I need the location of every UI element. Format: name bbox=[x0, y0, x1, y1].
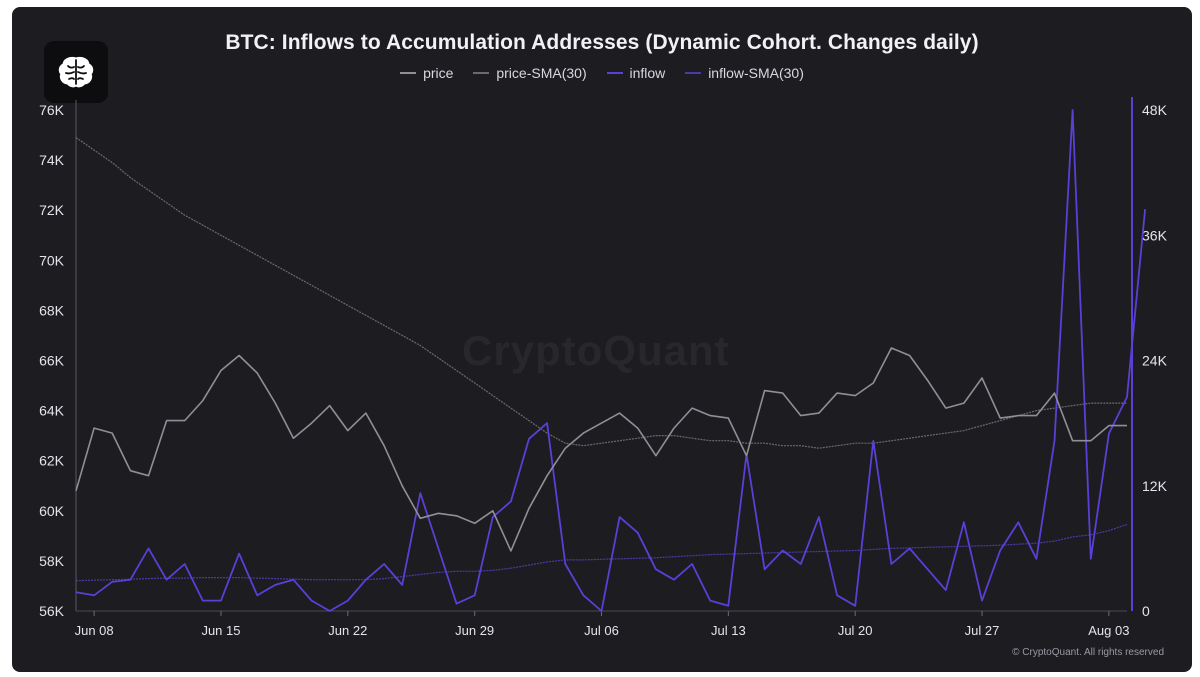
chart-legend: price price-SMA(30) inflow inflow-SMA(30… bbox=[12, 65, 1192, 81]
series-line-inflow-sma-30 bbox=[75, 523, 1128, 582]
legend-label: price-SMA(30) bbox=[496, 65, 587, 81]
series-line-price-sma-30 bbox=[75, 137, 1127, 449]
legend-item-inflow-sma[interactable]: inflow-SMA(30) bbox=[685, 65, 804, 81]
brain-logo-icon bbox=[44, 41, 108, 103]
y-left-tick-label: 72K bbox=[39, 202, 65, 218]
chart-card: BTC: Inflows to Accumulation Addresses (… bbox=[12, 7, 1192, 672]
legend-label: inflow bbox=[629, 65, 666, 81]
copyright-text: © CryptoQuant. All rights reserved bbox=[1012, 647, 1164, 658]
x-tick-label: Jun 08 bbox=[75, 623, 114, 638]
chart-plot[interactable]: 56K 58K 60K 62K 64K 66K 68K 70K 72K 74K 76K 0 12K 24K… bbox=[12, 7, 1192, 672]
x-tick-label: Jun 22 bbox=[328, 623, 367, 638]
x-tick-label: Jul 20 bbox=[838, 623, 873, 638]
x-tick-label: Jun 29 bbox=[455, 623, 494, 638]
y-right-tick-label: 36K bbox=[1142, 227, 1168, 243]
legend-item-inflow[interactable]: inflow bbox=[606, 65, 666, 81]
y-left-tick-label: 64K bbox=[39, 403, 65, 419]
y-left-tick-label: 76K bbox=[39, 102, 65, 118]
y-left-tick-label: 56K bbox=[39, 603, 65, 619]
chart-title: BTC: Inflows to Accumulation Addresses (… bbox=[225, 31, 979, 54]
watermark: CryptoQuant bbox=[462, 327, 730, 374]
y-left-tick-label: 62K bbox=[39, 453, 65, 469]
series-line-inflow bbox=[75, 109, 1146, 612]
x-tick-label: Jul 13 bbox=[711, 623, 746, 638]
legend-swatch-inflow bbox=[606, 72, 623, 75]
x-tick-label: Jul 06 bbox=[584, 623, 619, 638]
x-tick-label: Jul 27 bbox=[965, 623, 1000, 638]
brain-icon bbox=[58, 56, 94, 88]
series-line-price bbox=[75, 347, 1127, 552]
x-tick-label: Jun 15 bbox=[201, 623, 240, 638]
legend-label: inflow-SMA(30) bbox=[708, 65, 804, 81]
legend-item-price-sma[interactable]: price-SMA(30) bbox=[473, 65, 587, 81]
y-right-tick-label: 12K bbox=[1142, 478, 1168, 494]
x-tick-label: Aug 03 bbox=[1088, 623, 1129, 638]
legend-swatch-inflow-sma bbox=[685, 72, 702, 75]
y-left-tick-label: 68K bbox=[39, 302, 65, 318]
legend-label: price bbox=[423, 65, 454, 81]
y-left-tick-label: 58K bbox=[39, 553, 65, 569]
legend-item-price[interactable]: price bbox=[400, 65, 453, 81]
y-left-tick-label: 70K bbox=[39, 252, 65, 268]
legend-swatch-price bbox=[400, 72, 417, 75]
y-right-tick-label: 0 bbox=[1142, 603, 1150, 619]
y-left-tick-label: 74K bbox=[39, 152, 65, 168]
y-left-tick-label: 66K bbox=[39, 353, 65, 369]
legend-swatch-price-sma bbox=[473, 72, 490, 75]
y-right-tick-label: 48K bbox=[1142, 102, 1168, 118]
y-right-tick-label: 24K bbox=[1142, 353, 1168, 369]
y-left-tick-label: 60K bbox=[39, 503, 65, 519]
